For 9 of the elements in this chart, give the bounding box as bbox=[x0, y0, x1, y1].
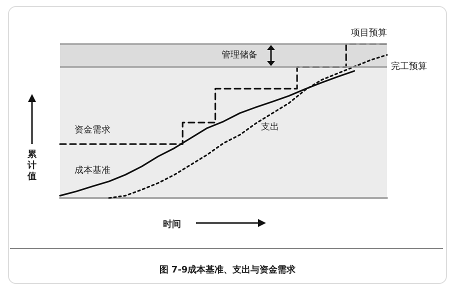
ref-line-label: 项目预算 bbox=[351, 28, 387, 38]
series-label: 资金需求 bbox=[74, 124, 111, 136]
x-axis-title: 时间 bbox=[163, 218, 181, 231]
series-label: 支出 bbox=[261, 122, 280, 133]
text: 图 7-9成本基准、支出与资金需求 bbox=[159, 264, 297, 276]
series-label: 成本基准 bbox=[74, 164, 111, 176]
ref-line-label: 完工预算 bbox=[391, 61, 427, 72]
band-label: 管理储备 bbox=[222, 50, 258, 61]
y-axis-title: 累计值 bbox=[27, 150, 37, 183]
